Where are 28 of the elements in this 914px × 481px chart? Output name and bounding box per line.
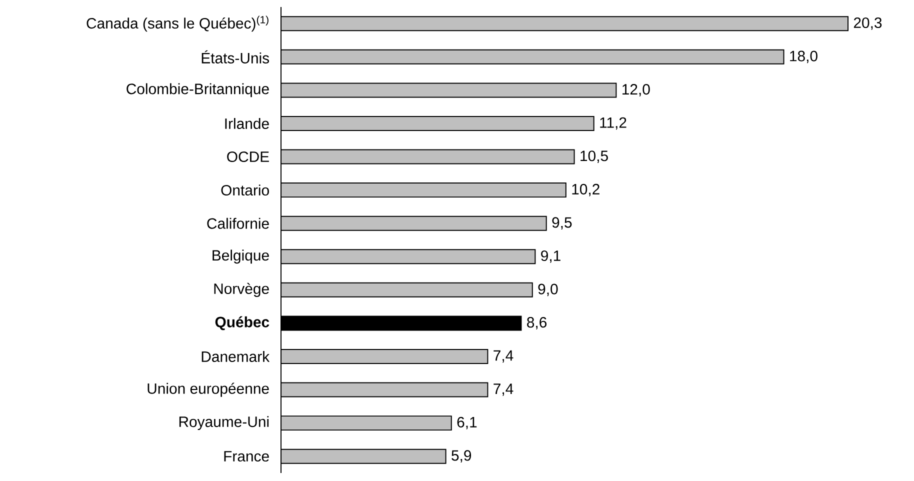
data-label: 9,5 <box>552 217 572 230</box>
data-label: 5,9 <box>452 450 472 463</box>
data-label: 7,4 <box>494 384 514 396</box>
y-tick-label: Québec <box>215 316 270 330</box>
data-label: 12,0 <box>622 84 650 96</box>
y-tick-label: Norvège <box>214 282 269 297</box>
data-label: 10,5 <box>580 150 608 163</box>
data-label: 8,6 <box>527 317 547 330</box>
y-tick-label: Danemark <box>202 351 270 362</box>
y-tick-label: Colombie-Britannique <box>126 83 269 98</box>
data-label: 6,1 <box>457 416 477 430</box>
y-tick-label: Belgique <box>212 250 269 264</box>
data-label: 18,0 <box>790 50 818 64</box>
data-label: 20,3 <box>854 17 882 30</box>
y-tick-label: États-Unis <box>202 50 270 64</box>
y-tick-label: Irlande <box>225 118 269 129</box>
y-tick-label: Californie <box>207 218 269 229</box>
data-label: 10,2 <box>572 184 600 196</box>
data-label: 7,4 <box>494 350 514 363</box>
y-tick-label: Ontario <box>221 184 269 196</box>
y-tick-label: OCDE <box>227 151 269 162</box>
data-label: 9,0 <box>538 284 558 296</box>
data-label: 11,2 <box>600 117 626 130</box>
y-tick-label: Canada (sans le Québec)$^{(1)}$ <box>86 16 268 32</box>
y-tick-label: France <box>224 451 269 462</box>
data-label: 9,1 <box>541 250 560 263</box>
y-tick-label: Union européenne <box>148 382 269 397</box>
y-tick-label: Royaume-Uni <box>179 416 269 430</box>
